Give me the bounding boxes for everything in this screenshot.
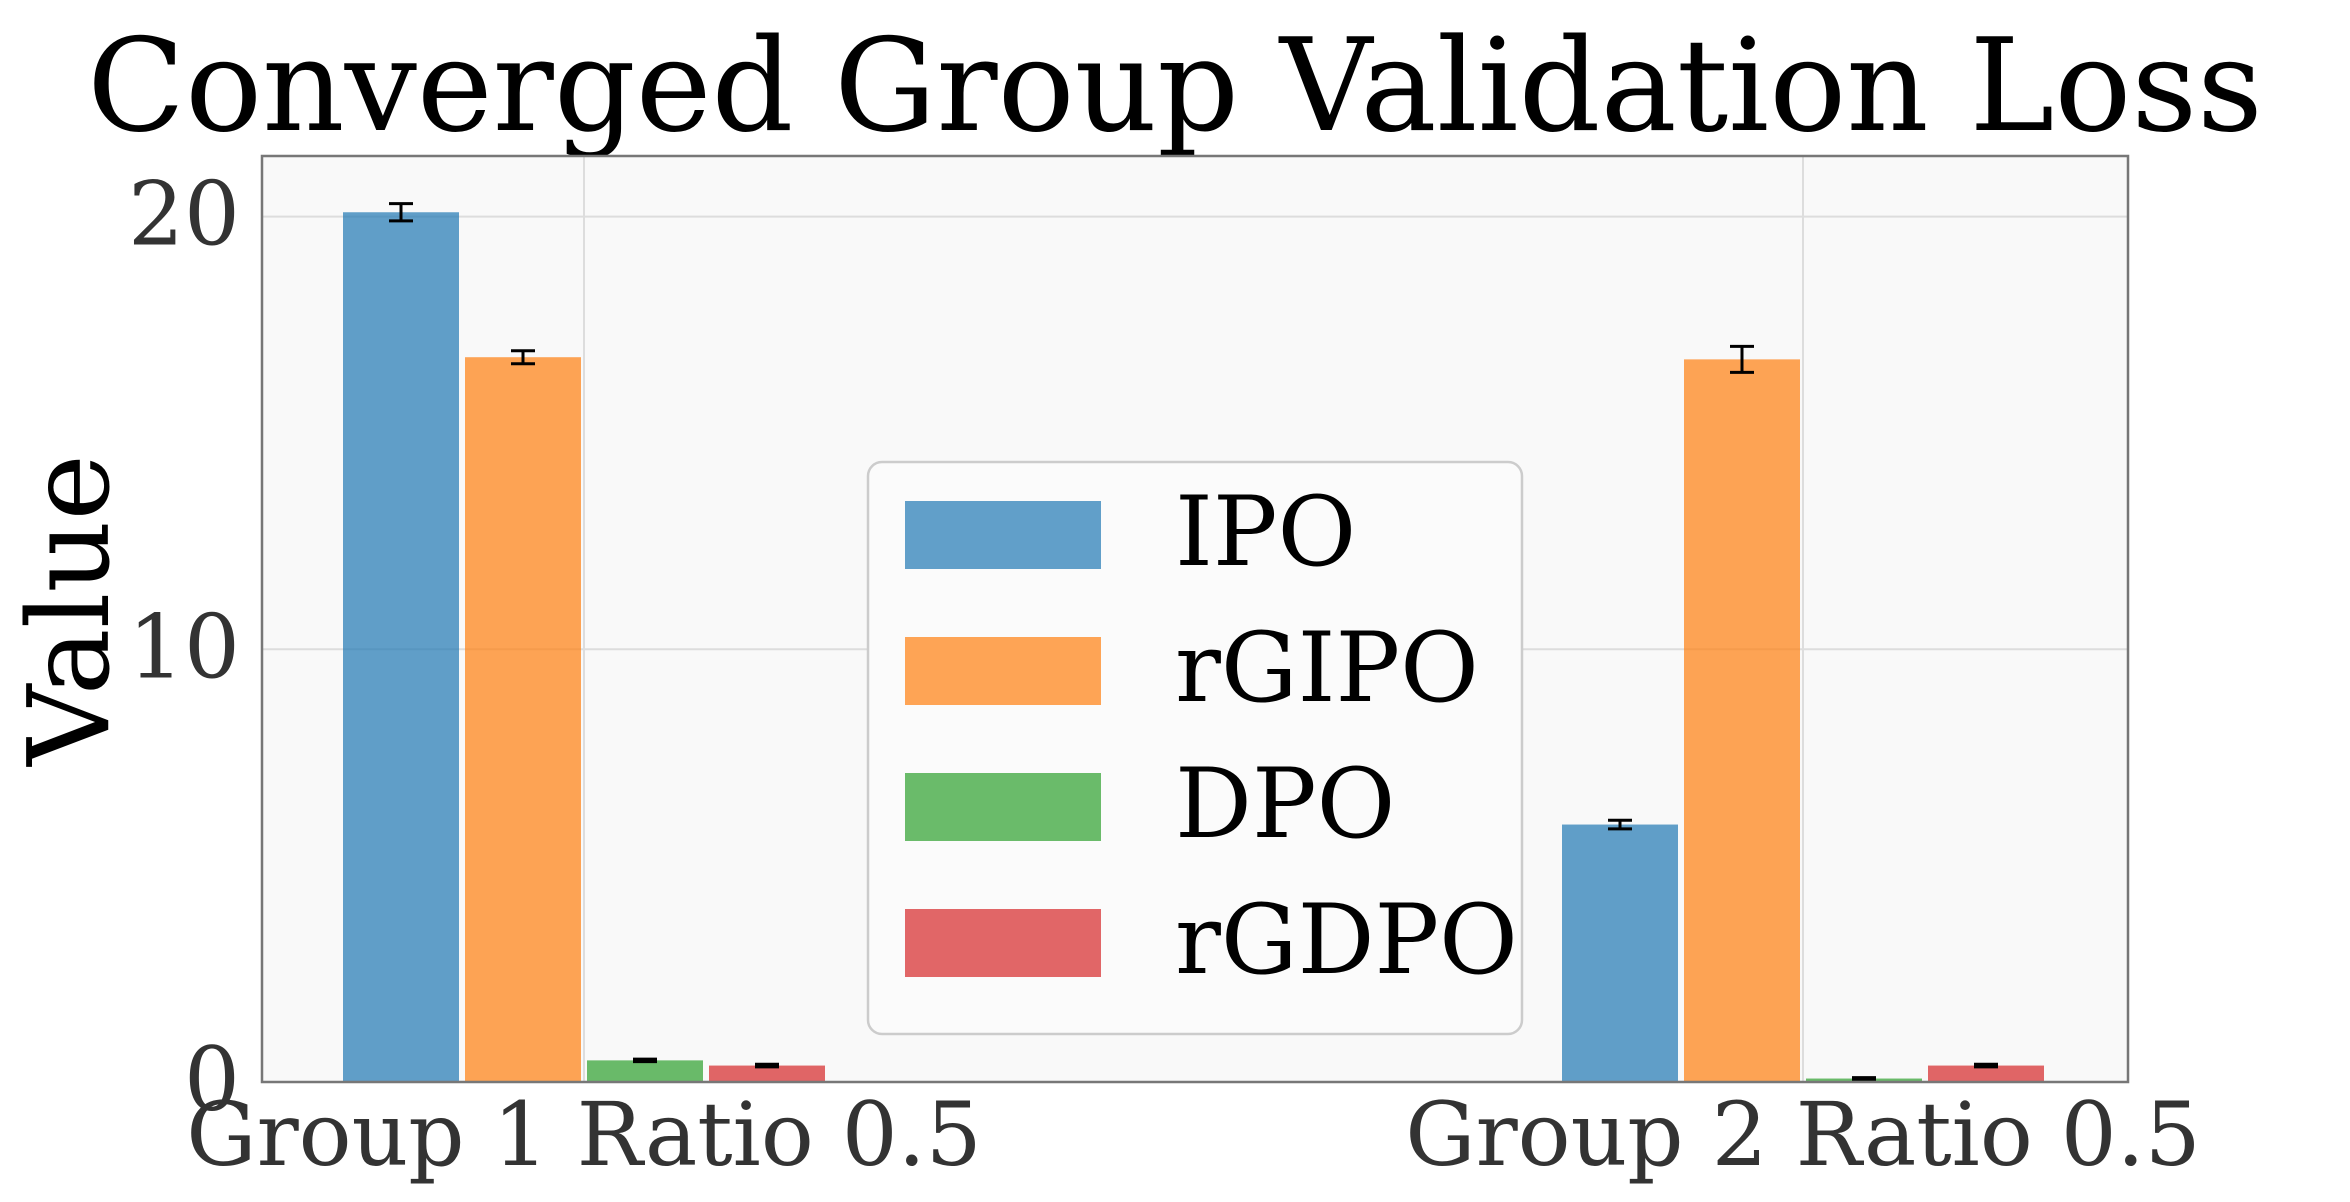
chart-title: Converged Group Validation Loss [87,12,2263,161]
error-bar-DPO-1 [633,1057,657,1064]
plot-frame [260,154,2130,1084]
legend-label-DPO: DPO [1175,748,1395,860]
legend: IPO rGIPO DPO rGDPO [866,460,1524,1036]
bar-rGIPO-1 [465,357,581,1082]
bar-rGIPO-2 [1684,359,1800,1082]
y-axis-ticks: 0 10 20 [128,163,240,1131]
bars-group [343,212,2044,1083]
x-tick-label: Group 2 Ratio 0.5 [1405,1083,2200,1186]
legend-swatch-IPO [905,501,1101,569]
legend-label-rGDPO: rGDPO [1175,884,1518,996]
legend-label-rGIPO: rGIPO [1175,612,1479,724]
y-tick-label: 20 [128,163,240,266]
error-bar-rGDPO-1 [755,1062,779,1069]
error-bar-rGDPO-2 [1974,1062,1998,1069]
x-axis-ticks: Group 1 Ratio 0.5 Group 2 Ratio 0.5 [186,1083,2200,1186]
error-bars-group [389,202,1998,1081]
y-axis-label: Value [5,454,135,768]
legend-label-IPO: IPO [1175,476,1356,588]
bar-IPO-1 [343,212,459,1083]
error-bar-DPO-2 [1852,1076,1876,1081]
y-tick-label: 0 [184,1028,240,1131]
bar-rGDPO-2 [1928,1065,2044,1082]
y-tick-label: 10 [128,595,240,698]
error-bar-IPO-1 [389,202,413,223]
error-bar-rGIPO-1 [511,349,535,366]
error-bar-rGIPO-2 [1730,344,1754,374]
legend-swatch-DPO [905,773,1101,841]
bar-IPO-2 [1562,824,1678,1082]
legend-swatch-rGIPO [905,637,1101,705]
bar-DPO-1 [587,1060,703,1082]
x-tick-label: Group 1 Ratio 0.5 [186,1083,981,1186]
legend-swatch-rGDPO [905,909,1101,977]
bar-rGDPO-1 [709,1065,825,1082]
error-bar-IPO-2 [1608,818,1632,831]
legend-box [866,460,1524,1036]
